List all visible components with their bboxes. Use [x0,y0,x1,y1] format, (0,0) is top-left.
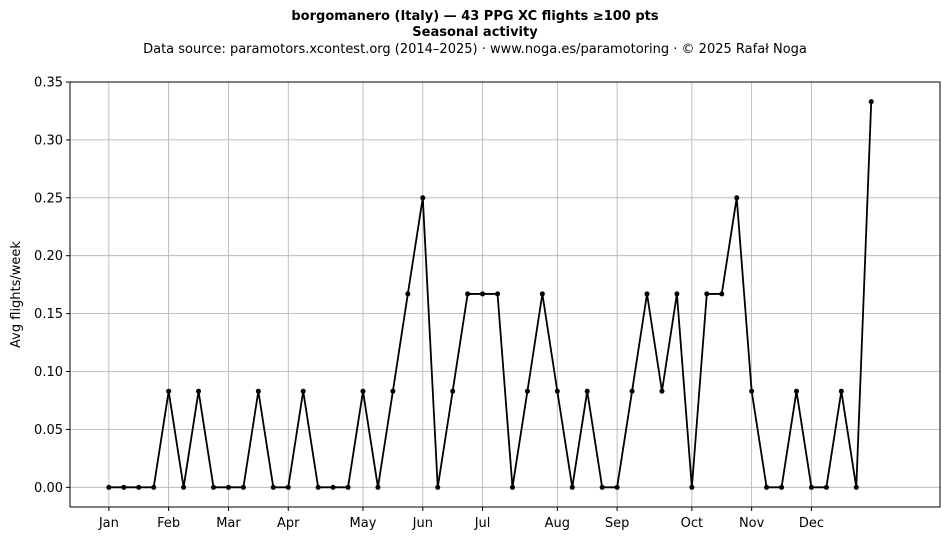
data-point [719,291,725,297]
data-point [375,484,381,490]
data-point [674,291,680,297]
data-point [569,484,575,490]
grid-lines [70,81,940,507]
y-tick-label: 0.25 [34,191,63,206]
data-point [121,484,127,490]
chart-source: Data source: paramotors.xcontest.org (20… [143,42,807,57]
data-point [524,388,530,394]
y-tick-label: 0.00 [34,481,63,496]
data-point [465,291,471,297]
data-point [450,388,456,394]
data-point [360,388,366,394]
data-point [853,484,859,490]
y-tick-label: 0.30 [34,133,63,148]
x-tick-label: Nov [739,516,765,531]
y-axis: 0.00 0.05 0.10 0.15 0.20 0.25 0.30 0.35 [34,76,70,496]
x-tick-label: Sep [605,516,630,531]
data-point [584,388,590,394]
data-point [764,484,770,490]
data-point [599,484,605,490]
data-point [480,291,486,297]
data-point [838,388,844,394]
data-point [315,484,321,490]
data-point [211,484,217,490]
data-point [345,484,351,490]
x-tick-label: Apr [277,516,300,531]
data-point [808,484,814,490]
data-point [644,291,650,297]
data-point [749,388,755,394]
data-point [734,195,740,201]
data-point [793,388,799,394]
data-point [225,484,231,490]
data-point [270,484,276,490]
data-point [196,388,202,394]
data-point [390,388,396,394]
data-point [823,484,829,490]
data-point [539,291,545,297]
data-point [704,291,710,297]
x-tick-label: Dec [799,516,824,531]
x-tick-label: Jan [98,516,119,531]
series-layer [106,99,874,490]
data-point [106,484,112,490]
data-point [136,484,142,490]
x-tick-label: Oct [681,516,703,531]
x-tick-label: May [350,516,377,531]
x-tick-label: Feb [157,516,180,531]
series-line [108,101,873,489]
data-point [285,484,291,490]
x-tick-label: Jun [412,516,433,531]
data-point [330,484,336,490]
data-point [255,388,261,394]
x-tick-label: Aug [545,516,570,531]
data-point [495,291,501,297]
data-point [689,484,695,490]
data-point [868,99,874,105]
chart-title: borgomanero (Italy) — 43 PPG XC flights … [291,9,659,24]
data-point [614,484,620,490]
data-point [181,484,187,490]
data-point [435,484,441,490]
x-tick-label: Mar [216,516,241,531]
data-point [166,388,172,394]
y-tick-label: 0.10 [34,365,63,380]
y-tick-label: 0.35 [34,76,63,91]
chart-subtitle: Seasonal activity [412,25,538,40]
y-axis-label: Avg flights/week [9,241,24,348]
data-point [509,484,515,490]
data-point [659,388,665,394]
x-tick-label: Jul [474,516,491,531]
y-tick-label: 0.05 [34,423,63,438]
data-point [420,195,426,201]
y-tick-label: 0.20 [34,249,63,264]
data-point [151,484,157,490]
x-axis: Jan Feb Mar Apr May Jun Jul Aug Sep Oct Nov Dec [98,507,824,531]
data-point [300,388,306,394]
data-point [554,388,560,394]
data-point [629,388,635,394]
data-point [405,291,411,297]
y-tick-label: 0.15 [34,307,63,322]
plot-frame [69,81,941,508]
data-point [240,484,246,490]
data-point [779,484,785,490]
